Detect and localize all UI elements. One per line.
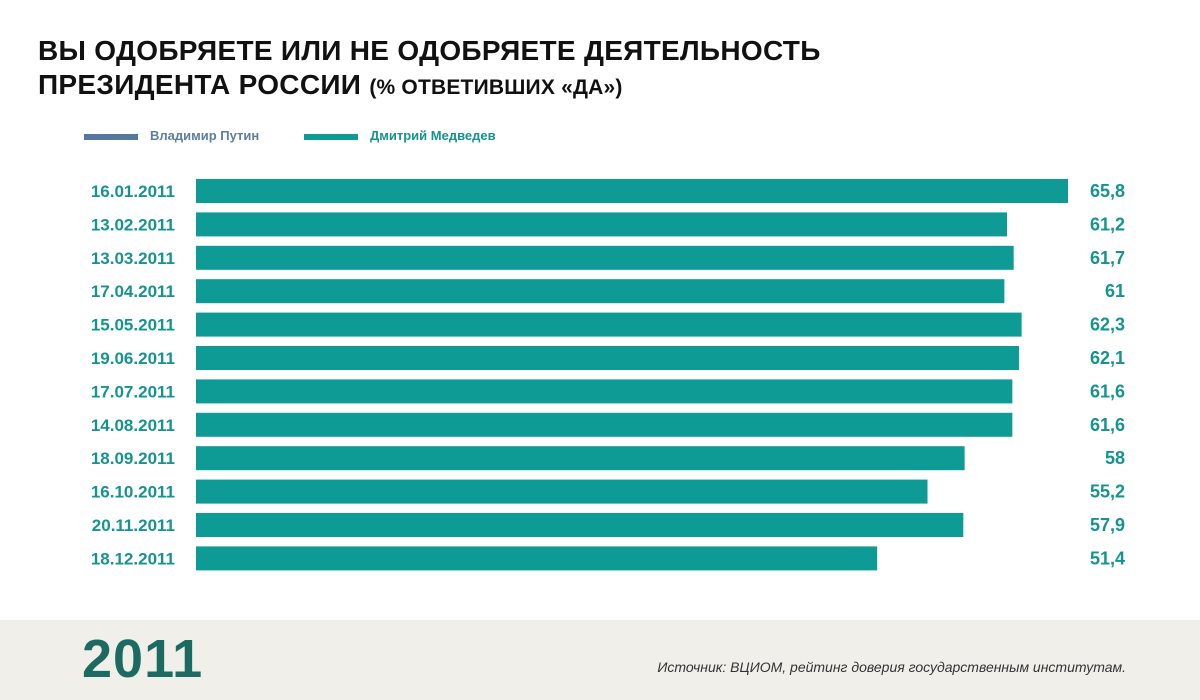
- value-label: 61,6: [1090, 381, 1125, 401]
- category-label: 16.01.2011: [91, 182, 175, 201]
- legend-swatch-putin: [84, 134, 138, 140]
- value-label: 62,1: [1090, 348, 1125, 368]
- bar-chart: 16.01.2011 65,8 13.02.2011 61,2 13.03.2011 61…: [0, 170, 1200, 590]
- value-label: 57,9: [1090, 515, 1125, 535]
- bar-medvedev: [196, 379, 1013, 404]
- title-line-2: ПРЕЗИДЕНТА РОССИИ (% ОТВЕТИВШИХ «ДА»): [38, 68, 1138, 105]
- bar-chart-svg: 16.01.2011 65,8 13.02.2011 61,2 13.03.2011 61…: [91, 179, 1125, 571]
- value-label: 55,2: [1090, 482, 1125, 502]
- value-label: 65,8: [1090, 181, 1125, 201]
- category-label: 18.12.2011: [91, 549, 175, 568]
- bar-medvedev: [196, 546, 878, 571]
- category-label: 18.09.2011: [91, 449, 175, 468]
- value-label: 61: [1105, 281, 1125, 301]
- legend-label-putin: Владимир Путин: [150, 128, 260, 143]
- category-label: 14.08.2011: [91, 416, 175, 435]
- value-label: 58: [1105, 448, 1125, 468]
- category-label: 13.03.2011: [91, 249, 175, 268]
- bar-medvedev: [196, 279, 1005, 304]
- footer: 2011 Источник: ВЦИОМ, рейтинг доверия го…: [0, 620, 1200, 700]
- title-subtitle: (% ОТВЕТИВШИХ «ДА»): [369, 76, 623, 99]
- bar-medvedev: [196, 412, 1013, 437]
- legend-swatch-medvedev: [304, 134, 358, 140]
- category-label: 16.10.2011: [91, 483, 175, 502]
- bar-medvedev: [196, 179, 1068, 203]
- value-label: 61,7: [1090, 248, 1125, 268]
- value-label: 61,2: [1090, 214, 1125, 234]
- chart-title: ВЫ ОДОБРЯЕТЕ ИЛИ НЕ ОДОБРЯЕТЕ ДЕЯТЕЛЬНОС…: [38, 34, 1138, 105]
- bar-medvedev: [196, 479, 928, 504]
- bar-medvedev: [196, 245, 1014, 270]
- source-note: Источник: ВЦИОМ, рейтинг доверия государ…: [657, 659, 1126, 675]
- category-label: 19.06.2011: [91, 349, 175, 368]
- year-label: 2011: [82, 629, 204, 689]
- title-line-2-main: ПРЕЗИДЕНТА РОССИИ: [38, 69, 362, 100]
- title-line-1: ВЫ ОДОБРЯЕТЕ ИЛИ НЕ ОДОБРЯЕТЕ ДЕЯТЕЛЬНОС…: [38, 35, 821, 66]
- category-label: 20.11.2011: [92, 516, 175, 535]
- value-label: 51,4: [1090, 548, 1125, 568]
- value-label: 62,3: [1090, 315, 1125, 335]
- bar-medvedev: [196, 312, 1022, 337]
- bar-medvedev: [196, 513, 964, 537]
- category-label: 17.07.2011: [91, 382, 175, 401]
- bar-medvedev: [196, 212, 1008, 237]
- value-label: 61,6: [1090, 415, 1125, 435]
- bar-medvedev: [196, 346, 1019, 370]
- bar-medvedev: [196, 446, 965, 471]
- category-label: 15.05.2011: [91, 316, 175, 335]
- category-label: 17.04.2011: [91, 282, 175, 301]
- legend-label-medvedev: Дмитрий Медведев: [370, 128, 496, 143]
- category-label: 13.02.2011: [91, 215, 175, 234]
